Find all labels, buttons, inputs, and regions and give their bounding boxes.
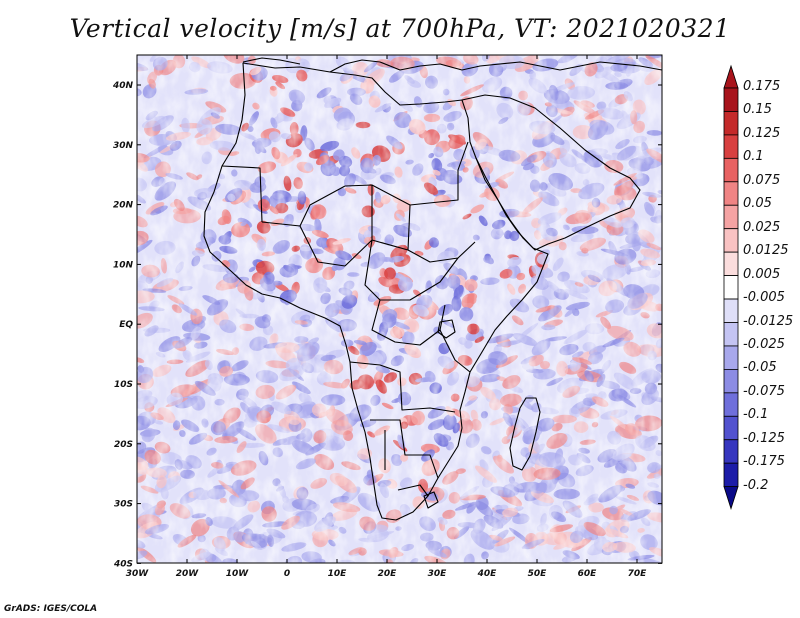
colorbar-label: 0.0125 bbox=[743, 243, 789, 259]
colorbar-label: -0.005 bbox=[743, 290, 785, 306]
colorbar-label: 0.125 bbox=[743, 125, 781, 141]
colorbar-label: -0.1 bbox=[743, 407, 769, 423]
colorbar-label: -0.0125 bbox=[743, 313, 794, 329]
lat-label: 30N bbox=[113, 141, 134, 151]
lon-label: 20W bbox=[176, 569, 200, 579]
colorbar-segment bbox=[723, 204, 739, 230]
lon-label: 0 bbox=[284, 569, 290, 579]
colorbar-segment bbox=[723, 392, 739, 417]
lesotho-outline bbox=[423, 491, 439, 509]
latitude-axis: 40N 30N 20N 10N EQ 10S 20S 30S 40S bbox=[112, 81, 662, 569]
colorbar-segment bbox=[723, 251, 739, 276]
colorbar-segment bbox=[723, 157, 739, 183]
lon-label: 10E bbox=[328, 569, 348, 579]
colorbar bbox=[723, 64, 739, 510]
lon-label: 30W bbox=[126, 569, 150, 579]
colorbar-label: 0.175 bbox=[743, 79, 781, 94]
lat-label: 40N bbox=[112, 81, 134, 91]
lat-label: 20S bbox=[114, 440, 133, 450]
madagascar-coastline bbox=[509, 397, 541, 471]
colorbar-label: 0.15 bbox=[743, 102, 772, 118]
colorbar-label: 0.075 bbox=[743, 172, 781, 188]
colorbar-segment bbox=[723, 439, 739, 464]
lon-label: 20E bbox=[378, 569, 398, 579]
colorbar-segment bbox=[723, 462, 739, 488]
colorbar-label: 0.005 bbox=[743, 266, 781, 282]
africa-coastline bbox=[203, 62, 549, 521]
map-title: Vertical velocity [m/s] at 700hPa, VT: 2… bbox=[69, 14, 731, 43]
colorbar-segment bbox=[723, 134, 739, 159]
colorbar-bottom-arrow bbox=[723, 486, 739, 510]
border-south bbox=[349, 361, 456, 497]
colorbar-label: 0.025 bbox=[743, 219, 781, 235]
colorbar-label: -0.025 bbox=[743, 336, 785, 352]
colorbar-segment bbox=[723, 345, 739, 370]
colorbar-segment bbox=[723, 298, 739, 323]
colorbar-label: -0.05 bbox=[743, 360, 777, 376]
longitude-axis: 30W 20W 10W 0 10E 20E 30E 40E 50E 60E 70E bbox=[126, 55, 647, 579]
colorbar-label: -0.2 bbox=[743, 477, 769, 493]
colorbar-segment bbox=[723, 275, 739, 300]
lat-label: 10S bbox=[114, 380, 133, 390]
colorbar-label: -0.075 bbox=[743, 383, 785, 399]
colorbar-label: 0.1 bbox=[743, 149, 764, 165]
country-outlines bbox=[203, 57, 662, 521]
texture-overlay bbox=[137, 55, 662, 563]
colorbar-label: -0.175 bbox=[743, 454, 785, 470]
lon-label: 40E bbox=[477, 569, 498, 579]
lake-victoria bbox=[437, 319, 456, 339]
colorbar-top-arrow bbox=[723, 64, 739, 89]
colorbar-segment bbox=[723, 87, 739, 112]
lat-label: 30S bbox=[114, 500, 133, 510]
colorbar-segment bbox=[723, 368, 739, 394]
lon-label: 10W bbox=[226, 569, 250, 579]
lon-label: 70E bbox=[628, 569, 648, 579]
colorbar-segment bbox=[723, 228, 739, 253]
velocity-field bbox=[137, 55, 662, 563]
colorbar-segment bbox=[723, 181, 739, 206]
lat-label: 20N bbox=[113, 201, 134, 211]
lon-label: 50E bbox=[528, 569, 548, 579]
grads-credit: GrADS: IGES/COLA bbox=[4, 604, 98, 614]
colorbar-label: -0.125 bbox=[743, 430, 785, 446]
lon-label: 30E bbox=[428, 569, 448, 579]
plot-frame bbox=[136, 54, 663, 564]
lat-label: 40S bbox=[113, 559, 133, 569]
border-central bbox=[344, 239, 476, 373]
lon-label: 60E bbox=[578, 569, 598, 579]
arabia-coastline bbox=[461, 94, 641, 251]
colorbar-segment bbox=[723, 111, 739, 136]
europe-coastline bbox=[242, 57, 662, 73]
colorbar-segment bbox=[723, 415, 739, 441]
colorbar-segment bbox=[723, 322, 739, 347]
colorbar-label: 0.05 bbox=[743, 196, 772, 212]
lat-label: EQ bbox=[119, 320, 133, 330]
border-west-sahara bbox=[221, 141, 469, 267]
lat-label: 10N bbox=[113, 260, 134, 270]
